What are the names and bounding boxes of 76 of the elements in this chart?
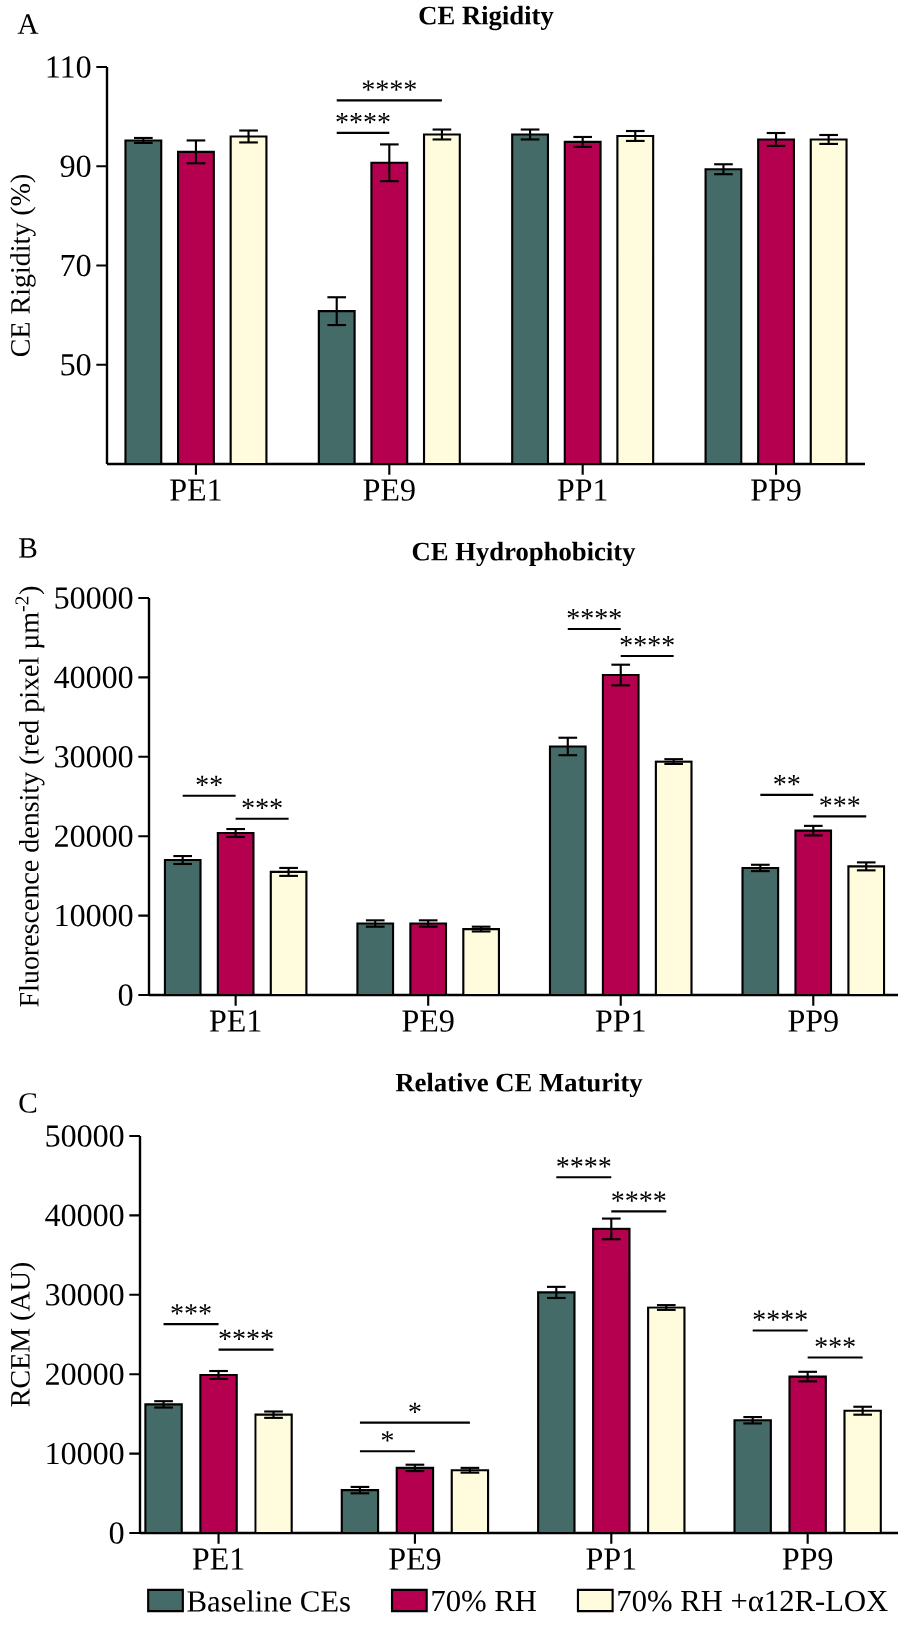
annotation: *** — [242, 798, 282, 810]
chart-title: CE Hydrophobicity — [412, 541, 636, 567]
bar — [601, 673, 640, 995]
y-tick-label: 50000 — [55, 587, 133, 609]
y-axis-title: CE Rigidity (%) — [10, 174, 36, 357]
legend-label: 70% RH +α12R-LOX — [618, 1590, 888, 1612]
bar — [395, 1466, 435, 1533]
x-tick-label: PP9 — [751, 479, 801, 501]
annotation: *** — [815, 1337, 855, 1348]
y-tick-label: 0 — [118, 984, 133, 1006]
y-tick-label: 20000 — [46, 1363, 124, 1385]
annotation: **** — [620, 636, 674, 647]
x-tick-label: PE9 — [389, 1548, 441, 1570]
bar — [269, 870, 308, 995]
annotation: **** — [567, 609, 621, 620]
bar — [733, 1419, 772, 1533]
y-tick-label: 40000 — [54, 666, 133, 689]
y-axis-title: RCEM (AU) — [10, 1263, 36, 1407]
bar — [548, 745, 587, 995]
text: C — [19, 1093, 37, 1113]
annotation: * — [381, 1431, 394, 1442]
x-tick-label: PP1 — [595, 1010, 645, 1032]
x-tick-label: PE1 — [170, 479, 221, 501]
y-tick-label: 90 — [60, 155, 91, 178]
bar — [216, 831, 255, 995]
y-tick-label: 50000 — [46, 1125, 124, 1147]
bar — [409, 922, 448, 995]
x-tick-label: PE9 — [363, 479, 415, 501]
bar — [537, 1291, 576, 1533]
y-tick-label: 10000 — [56, 904, 133, 927]
bar — [741, 866, 780, 995]
y-tick-label: 50 — [61, 353, 91, 376]
bar — [144, 1403, 183, 1533]
y-tick-label: 0 — [109, 1522, 124, 1544]
bar — [794, 829, 833, 995]
text: B — [19, 538, 37, 558]
chart-title: Relative CE Maturity — [395, 1072, 643, 1098]
annotation: **** — [219, 1329, 273, 1340]
bar — [462, 928, 501, 995]
annotation: *** — [171, 1304, 211, 1315]
x-tick-label: PP1 — [586, 1548, 636, 1570]
legend-label: 70% RH — [432, 1590, 536, 1612]
y-tick-label: 110 — [47, 56, 91, 78]
y-tick-label: 70 — [61, 254, 91, 277]
annotation: ** — [774, 774, 800, 786]
annotation: ** — [196, 775, 222, 787]
bar — [199, 1373, 238, 1533]
bar — [163, 858, 202, 995]
y-tick-label: 10000 — [47, 1442, 124, 1465]
y-tick-label: 30000 — [55, 745, 133, 768]
x-tick-label: PP9 — [782, 1548, 833, 1570]
text: A — [17, 14, 39, 34]
y-axis-title: Fluorescence density (red pixel µm$^{-2}$) — [15, 586, 45, 1007]
bar — [356, 922, 395, 995]
annotation: **** — [612, 1191, 666, 1202]
y-tick-label: 30000 — [46, 1283, 124, 1306]
legend-label: Baseline CEs — [187, 1590, 350, 1612]
y-tick-label: 20000 — [55, 825, 133, 847]
bar — [654, 760, 693, 995]
annotation: **** — [557, 1157, 611, 1168]
bar — [847, 865, 886, 995]
annotation: * — [409, 1402, 421, 1413]
bar — [340, 1489, 380, 1533]
annotation: **** — [336, 112, 390, 124]
x-tick-label: PE1 — [192, 1548, 244, 1570]
y-tick-label: 40000 — [45, 1204, 124, 1227]
x-tick-label: PE9 — [402, 1010, 454, 1032]
x-tick-label: PP9 — [788, 1010, 838, 1032]
bar — [592, 1227, 631, 1533]
annotation: **** — [362, 80, 416, 91]
x-tick-label: PE1 — [209, 1010, 261, 1032]
bar — [788, 1375, 827, 1533]
chart-title: CE Rigidity — [419, 5, 554, 31]
x-tick-label: PP1 — [557, 479, 607, 501]
annotation: *** — [820, 796, 860, 807]
annotation: **** — [753, 1310, 807, 1321]
